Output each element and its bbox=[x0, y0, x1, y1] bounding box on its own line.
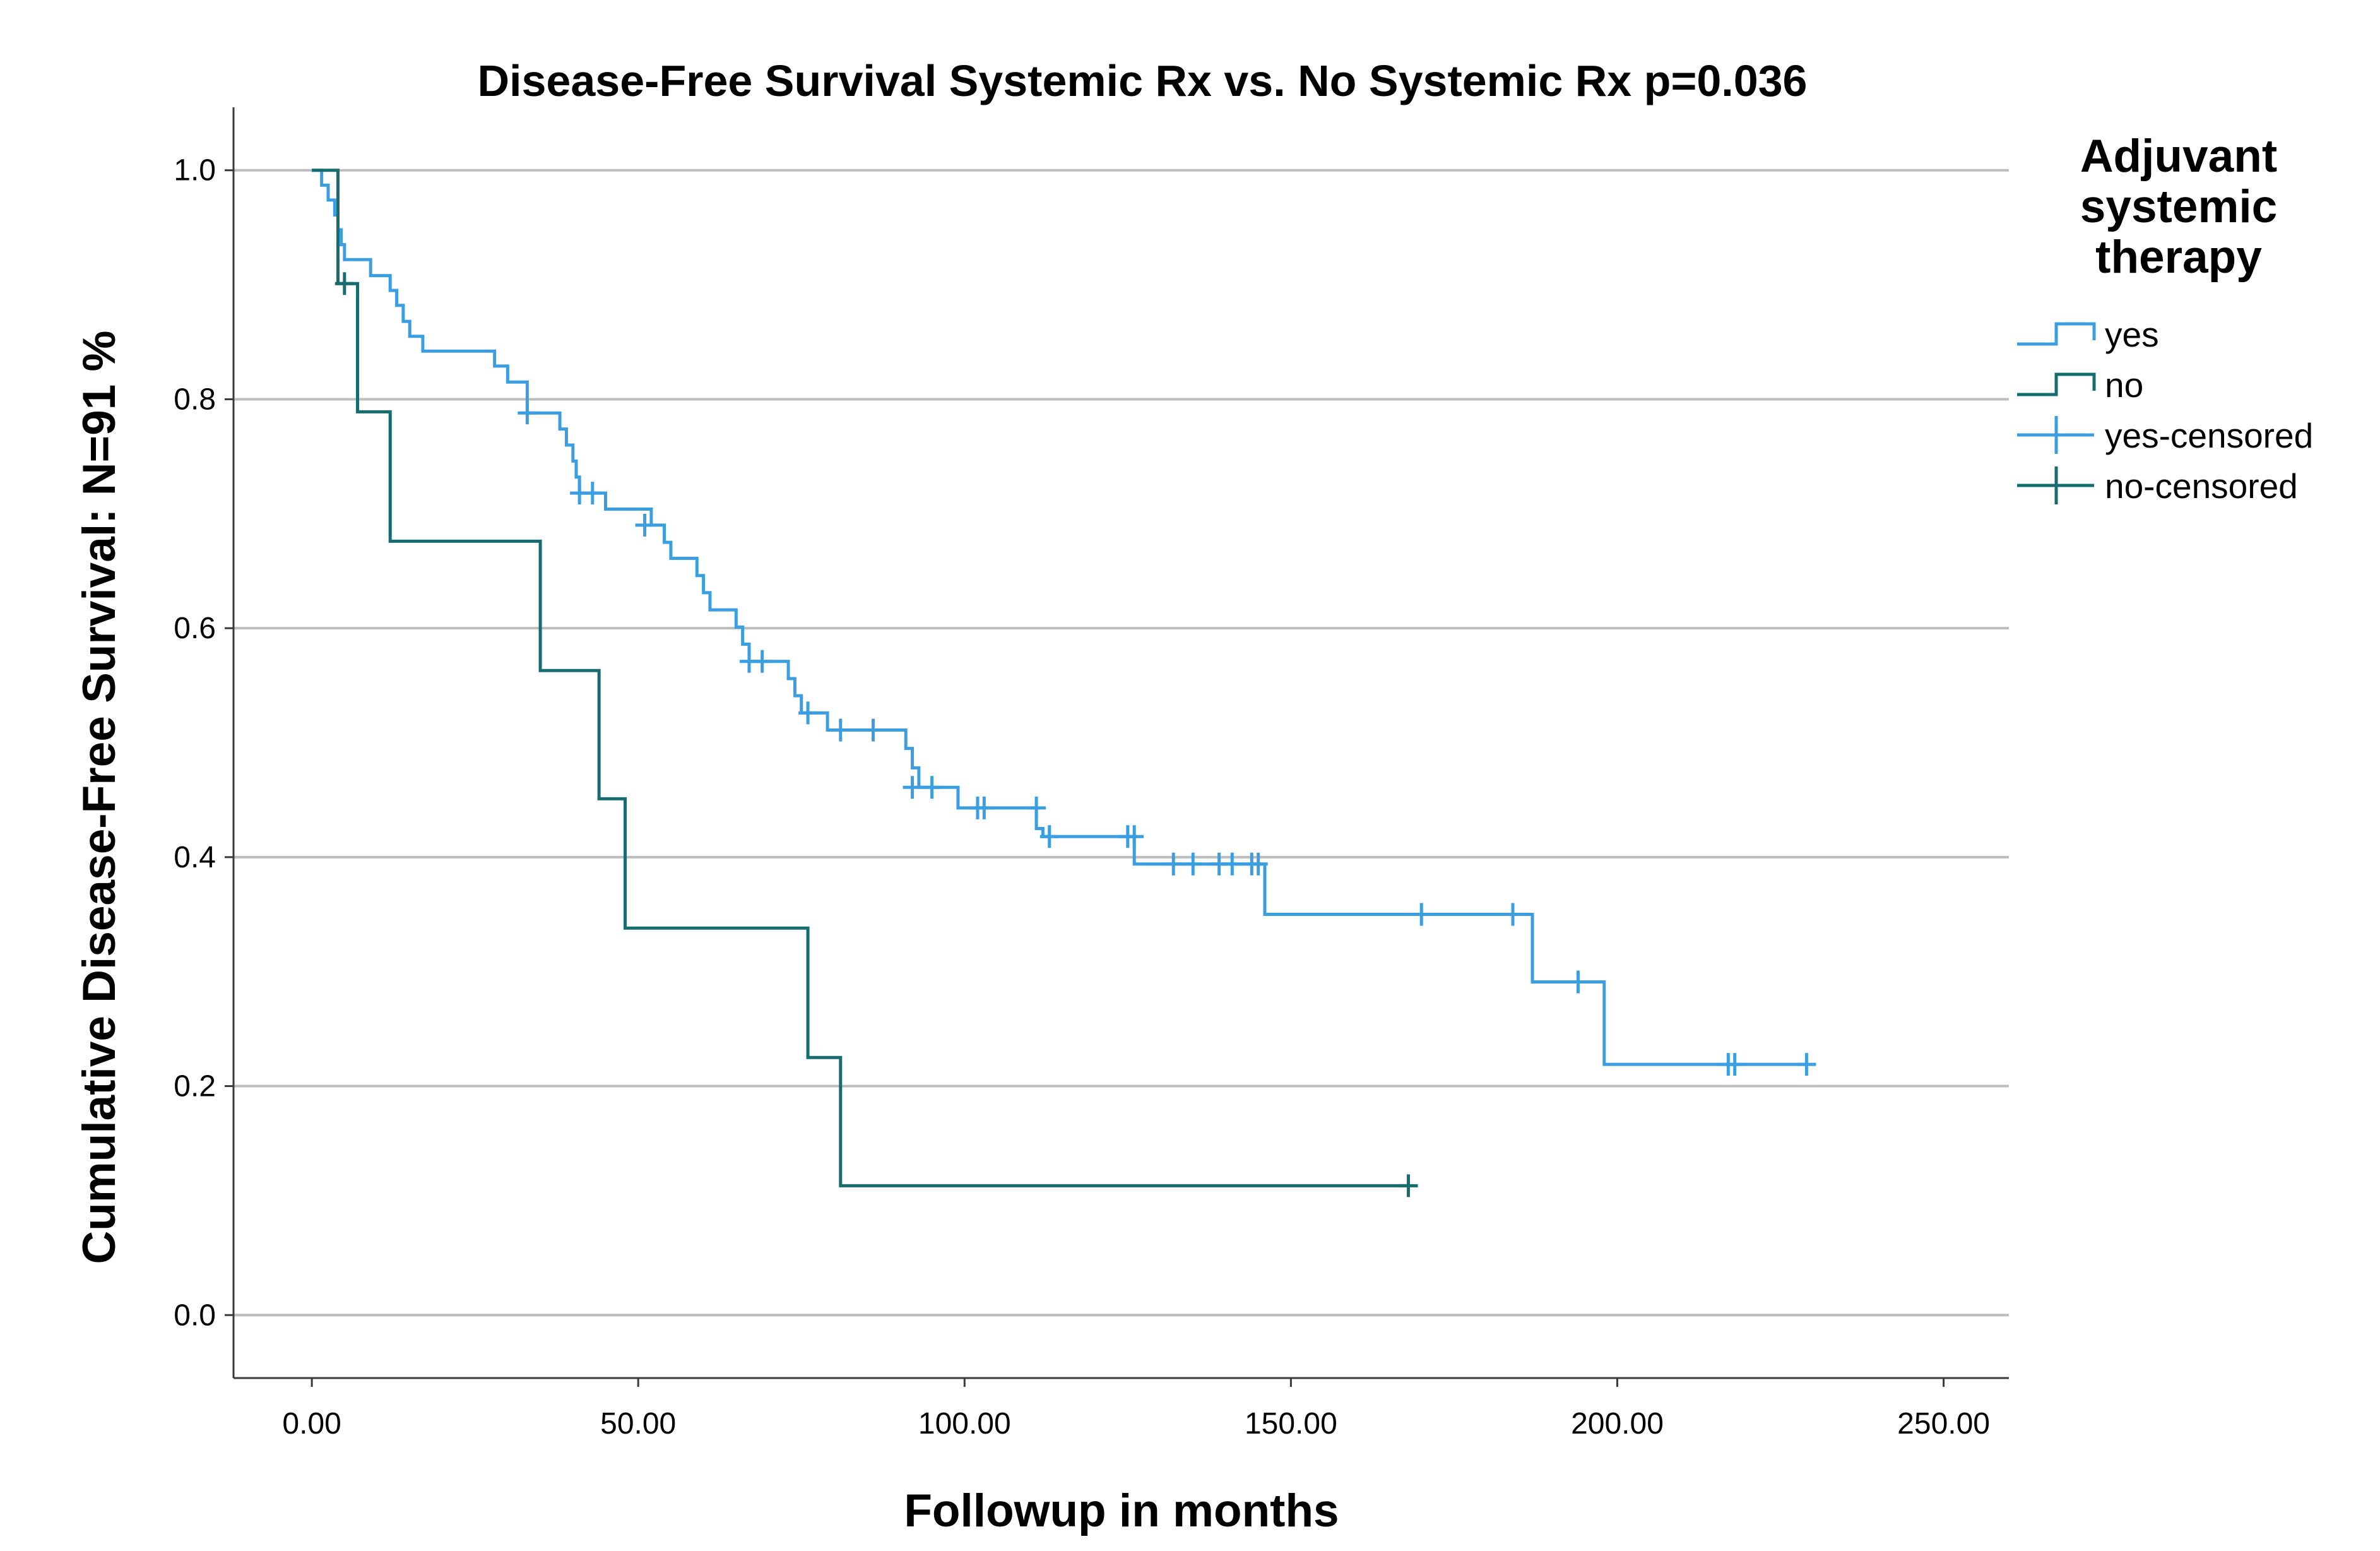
legend-item-yes-censored: yes-censored bbox=[2017, 416, 2313, 455]
x-axis-label: Followup in months bbox=[904, 1485, 1339, 1536]
censor-mark-yes bbox=[922, 776, 942, 799]
censor-marks bbox=[335, 272, 1816, 1197]
legend-label: no-censored bbox=[2105, 466, 2298, 506]
legend-item-no: no bbox=[2017, 365, 2143, 405]
censor-mark-yes bbox=[1412, 903, 1431, 926]
y-tick-label: 0.8 bbox=[174, 383, 216, 416]
y-tick-label: 0.6 bbox=[174, 612, 216, 645]
censor-mark-yes bbox=[1027, 796, 1046, 819]
censor-mark-yes bbox=[831, 718, 850, 742]
x-tick-label: 0.00 bbox=[282, 1407, 341, 1441]
censor-mark-no bbox=[1399, 1174, 1418, 1197]
y-axis-label: Cumulative Disease-Free Survival: N=91 % bbox=[74, 331, 125, 1264]
censor-mark-yes bbox=[1725, 1053, 1744, 1076]
censor-mark-yes bbox=[1797, 1053, 1816, 1076]
y-tick-label: 0.4 bbox=[174, 841, 216, 874]
x-tick-label: 150.00 bbox=[1245, 1407, 1337, 1441]
y-tick-label: 0.0 bbox=[174, 1298, 216, 1332]
censor-mark-yes bbox=[583, 482, 602, 505]
legend-label: yes-censored bbox=[2105, 416, 2313, 455]
censor-mark-yes bbox=[1223, 852, 1242, 876]
legend-title: therapy bbox=[2095, 232, 2262, 283]
y-tick-label: 0.2 bbox=[174, 1070, 216, 1103]
x-tick-label: 50.00 bbox=[600, 1407, 676, 1441]
legend-swatch-step bbox=[2017, 322, 2096, 346]
legend-label: yes bbox=[2105, 315, 2159, 354]
legend-item-yes: yes bbox=[2017, 315, 2159, 354]
censor-mark-yes bbox=[752, 650, 772, 673]
legend-swatch-step bbox=[2017, 372, 2096, 396]
x-tick-label: 100.00 bbox=[918, 1407, 1011, 1441]
censor-mark-yes bbox=[1039, 825, 1059, 848]
censor-mark-yes bbox=[518, 401, 537, 425]
censor-mark-yes bbox=[1164, 852, 1183, 876]
censor-mark-yes bbox=[798, 701, 818, 725]
censor-mark-yes bbox=[974, 796, 994, 819]
censor-mark-yes bbox=[1568, 970, 1588, 994]
censor-mark-yes bbox=[635, 513, 654, 537]
gridlines bbox=[234, 169, 2009, 1317]
chart-title: Disease-Free Survival Systemic Rx vs. No… bbox=[477, 56, 1807, 105]
censor-mark-yes bbox=[863, 718, 883, 742]
censor-mark-yes bbox=[1503, 903, 1523, 926]
legend-title: systemic bbox=[2080, 181, 2278, 232]
y-tick-label: 1.0 bbox=[174, 154, 216, 187]
x-axis-ticks: 0.00 50.00 100.00 150.00 200.00 250.00 bbox=[282, 1378, 1990, 1441]
x-tick-label: 250.00 bbox=[1897, 1407, 1990, 1441]
censor-mark-yes bbox=[903, 776, 922, 799]
censor-mark-yes bbox=[1248, 852, 1268, 876]
censor-mark-no bbox=[335, 272, 354, 295]
censor-mark-yes bbox=[1125, 825, 1144, 848]
legend-label: no bbox=[2105, 365, 2143, 405]
legend-title: Adjuvant bbox=[2080, 131, 2277, 182]
censor-mark-yes bbox=[1183, 852, 1203, 876]
series-line-no bbox=[312, 169, 1409, 1187]
x-tick-label: 200.00 bbox=[1571, 1407, 1664, 1441]
legend-item-no-censored: no-censored bbox=[2017, 466, 2298, 506]
y-axis-ticks: 0.0 0.2 0.4 0.6 0.8 1.0 bbox=[174, 154, 234, 1332]
